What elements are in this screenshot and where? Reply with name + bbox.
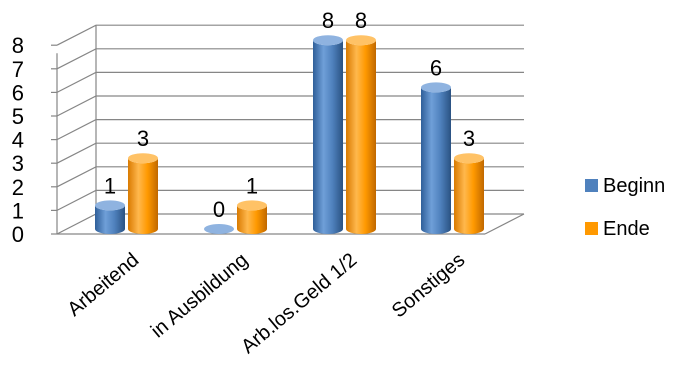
gridline (56, 166, 524, 188)
data-label: 8 (355, 8, 367, 33)
bar-body (313, 40, 343, 235)
y-tick-label: 6 (12, 80, 24, 105)
category-label: in Ausbildung (147, 249, 252, 342)
data-label: 8 (322, 8, 334, 33)
data-label: 3 (137, 126, 149, 151)
bar (95, 200, 126, 234)
bar-body (128, 158, 158, 234)
gridline (56, 142, 524, 164)
bar-top (237, 200, 267, 211)
bar-body (237, 205, 267, 234)
bar (346, 35, 376, 235)
bar-top (346, 35, 376, 46)
bar (204, 224, 234, 234)
bar-body (346, 40, 376, 235)
bar-top (128, 153, 158, 164)
category-label: Arbeitend (63, 249, 143, 321)
gridline (56, 71, 524, 93)
category-label: Sonstiges (388, 249, 469, 322)
y-tick-label: 2 (12, 175, 24, 200)
y-tick-label: 5 (12, 104, 24, 129)
y-tick-label: 8 (12, 33, 24, 58)
category-label: Arb.los.Geld 1/2 (237, 249, 361, 358)
gridline (56, 48, 524, 70)
gridline (56, 213, 524, 235)
y-tick-label: 1 (12, 198, 24, 223)
bar-top (421, 82, 451, 93)
data-label: 1 (246, 173, 258, 198)
bars (95, 35, 484, 235)
bar-top (454, 153, 484, 164)
gridline (56, 118, 524, 141)
gridline (56, 189, 524, 211)
legend-label: Ende (603, 218, 650, 240)
data-label: 6 (430, 55, 442, 80)
bar (237, 200, 267, 234)
bar-body (95, 205, 126, 234)
gridline (56, 24, 524, 46)
bar-body (454, 158, 484, 234)
y-tick-label: 0 (12, 222, 24, 247)
floor-right-edge (484, 213, 525, 235)
legend-swatch (585, 179, 598, 192)
bar (313, 35, 343, 235)
data-label: 1 (104, 173, 116, 198)
bar-top (95, 200, 125, 211)
data-label: 3 (463, 126, 475, 151)
y-tick-label: 7 (12, 57, 24, 82)
bar-body (421, 87, 451, 235)
gridline (56, 95, 524, 117)
bar (421, 82, 451, 235)
data-label: 0 (213, 197, 225, 222)
legend-label: Beginn (603, 175, 665, 197)
bar-top (204, 224, 234, 234)
bar (128, 153, 158, 234)
bar (454, 153, 484, 234)
bar-top (313, 35, 343, 46)
y-tick-label: 4 (12, 128, 24, 153)
legend: Beginn Ende (585, 175, 665, 240)
legend-swatch (585, 222, 598, 235)
y-tick-label: 3 (12, 151, 24, 176)
